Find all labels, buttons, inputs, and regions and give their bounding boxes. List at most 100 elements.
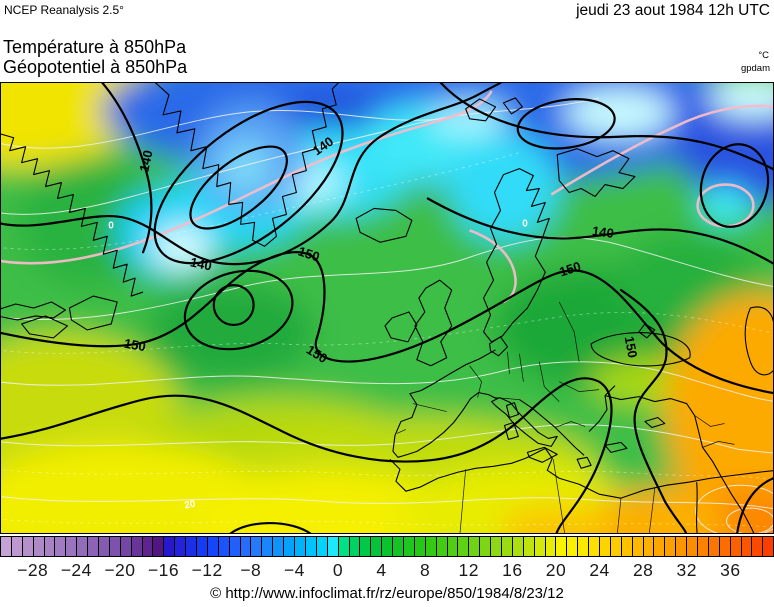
colorbar-tick: 16 [502,560,523,580]
colorbar-cell [676,537,688,556]
colorbar-cell [175,537,187,556]
colorbar-tick: 32 [676,560,698,580]
geopotential-contour-label: 150 [123,335,147,355]
colorbar-cell [197,537,208,556]
colorbar-cell [589,537,600,556]
colorbar-cell [654,537,666,556]
colorbar-cell [763,537,774,556]
colorbar-cell [469,537,481,556]
colorbar-tick: −4 [283,560,305,580]
geopotential-contour-label: 150 [303,341,331,367]
colorbar-cell [11,537,23,556]
colorbar-cell [273,537,285,556]
colorbar-cell [240,537,252,556]
colorbar-cell [131,537,143,556]
colorbar-cell [447,537,459,556]
colorbar-cell [643,537,655,556]
colorbar-cell [99,537,110,556]
colorbar-cell [164,537,176,556]
geopotential-contour-label: 150 [296,243,322,265]
geopotential-contour-label: 150 [557,258,583,280]
colorbar-cell [120,537,132,556]
colorbar-cell [480,537,492,556]
colorbar-cell [55,537,67,556]
colorbar-tick: 0 [332,560,344,580]
colorbar-cell [251,537,263,556]
colorbar-cell [436,537,448,556]
temperature-contour-label: 0 [522,218,528,230]
colorbar-tick: −28 [17,560,49,580]
coastlines [1,83,773,533]
unit-temperature: °C [758,50,769,61]
colorbar-cell [305,537,317,556]
colorbar-cell [327,537,339,556]
colorbar-cell [295,537,306,556]
colorbar-cell [66,537,78,556]
colorbar-cell [458,537,470,556]
colorbar-cell [316,537,328,556]
colorbar-cell [338,537,350,556]
colorbar-cell [207,537,219,556]
colorbar-cell [534,537,546,556]
geopotential-contour-label: 150 [621,335,641,359]
colorbar-cell [22,537,34,556]
map-title-geopotential: Géopotentiel à 850hPa [3,57,188,77]
geopotential-contour-label: 140 [136,148,156,174]
colorbar-cell [44,537,56,556]
map-canvas [1,83,773,533]
colorbar-cell [556,537,568,556]
colorbar-cell [632,537,644,556]
colorbar-tick: −8 [240,560,262,580]
temperature-contour-label: 20 [183,498,197,512]
colorbar-cell [349,537,361,556]
colorbar-cell [382,537,394,556]
colorbar-tick: −20 [104,560,136,580]
colorbar-cell [360,537,372,556]
colorbar-tick: 4 [376,560,387,580]
colorbar-cell [698,537,709,556]
unit-geopotential: gpdam [740,63,770,74]
datetime-label: jeudi 23 aout 1984 12h UTC [576,2,770,19]
temperature-colorbar [0,536,774,557]
colorbar-tick: 36 [720,560,741,580]
colorbar-cell [545,537,557,556]
colorbar-cell [153,537,165,556]
country-borders [396,301,735,533]
colorbar-cell [414,537,426,556]
temperature-contour-label: 0 [108,220,114,232]
temperature-contours [1,97,773,533]
colorbar-tick: 28 [632,560,654,580]
colorbar-cell [741,537,753,556]
colorbar-cell [610,537,622,556]
geopotential-contour-label: 140 [188,254,214,274]
colorbar-cell [578,537,590,556]
colorbar-cell [523,537,535,556]
colorbar-tick: 20 [545,560,567,580]
colorbar-cell [687,537,698,556]
colorbar-ticks: −28 −24 −20 −16 −12 −8 −4 0 4 8 12 16 20 24 28 32 36 [0,560,774,584]
colorbar-cell [501,537,513,556]
colorbar-cell [393,537,404,556]
colorbar-cell [567,537,579,556]
colorbar-cell [142,537,154,556]
colorbar-cell [599,537,611,556]
colorbar-cell [284,537,296,556]
colorbar-cell [491,537,502,556]
colorbar-cell [77,537,89,556]
geopotential-contour-label: 140 [591,223,615,241]
colorbar-cell [218,537,230,556]
colorbar-cell [371,537,383,556]
colorbar-cell [665,537,677,556]
colorbar-cell [109,537,121,556]
geopotential-contour-label: 140 [309,133,337,159]
colorbar-cell [425,537,437,556]
colorbar-cell [621,537,633,556]
colorbar-cell [88,537,100,556]
contour-labels-layer: 140 140 140 150 150 150 140 150 150 0 0 20 [1,83,773,533]
colorbar-tick: −24 [60,560,92,580]
temperature-subcontours [1,152,773,528]
colorbar-cell [730,537,742,556]
product-label: NCEP Reanalysis 2.5° [4,3,124,17]
colorbar-cell [1,537,12,556]
